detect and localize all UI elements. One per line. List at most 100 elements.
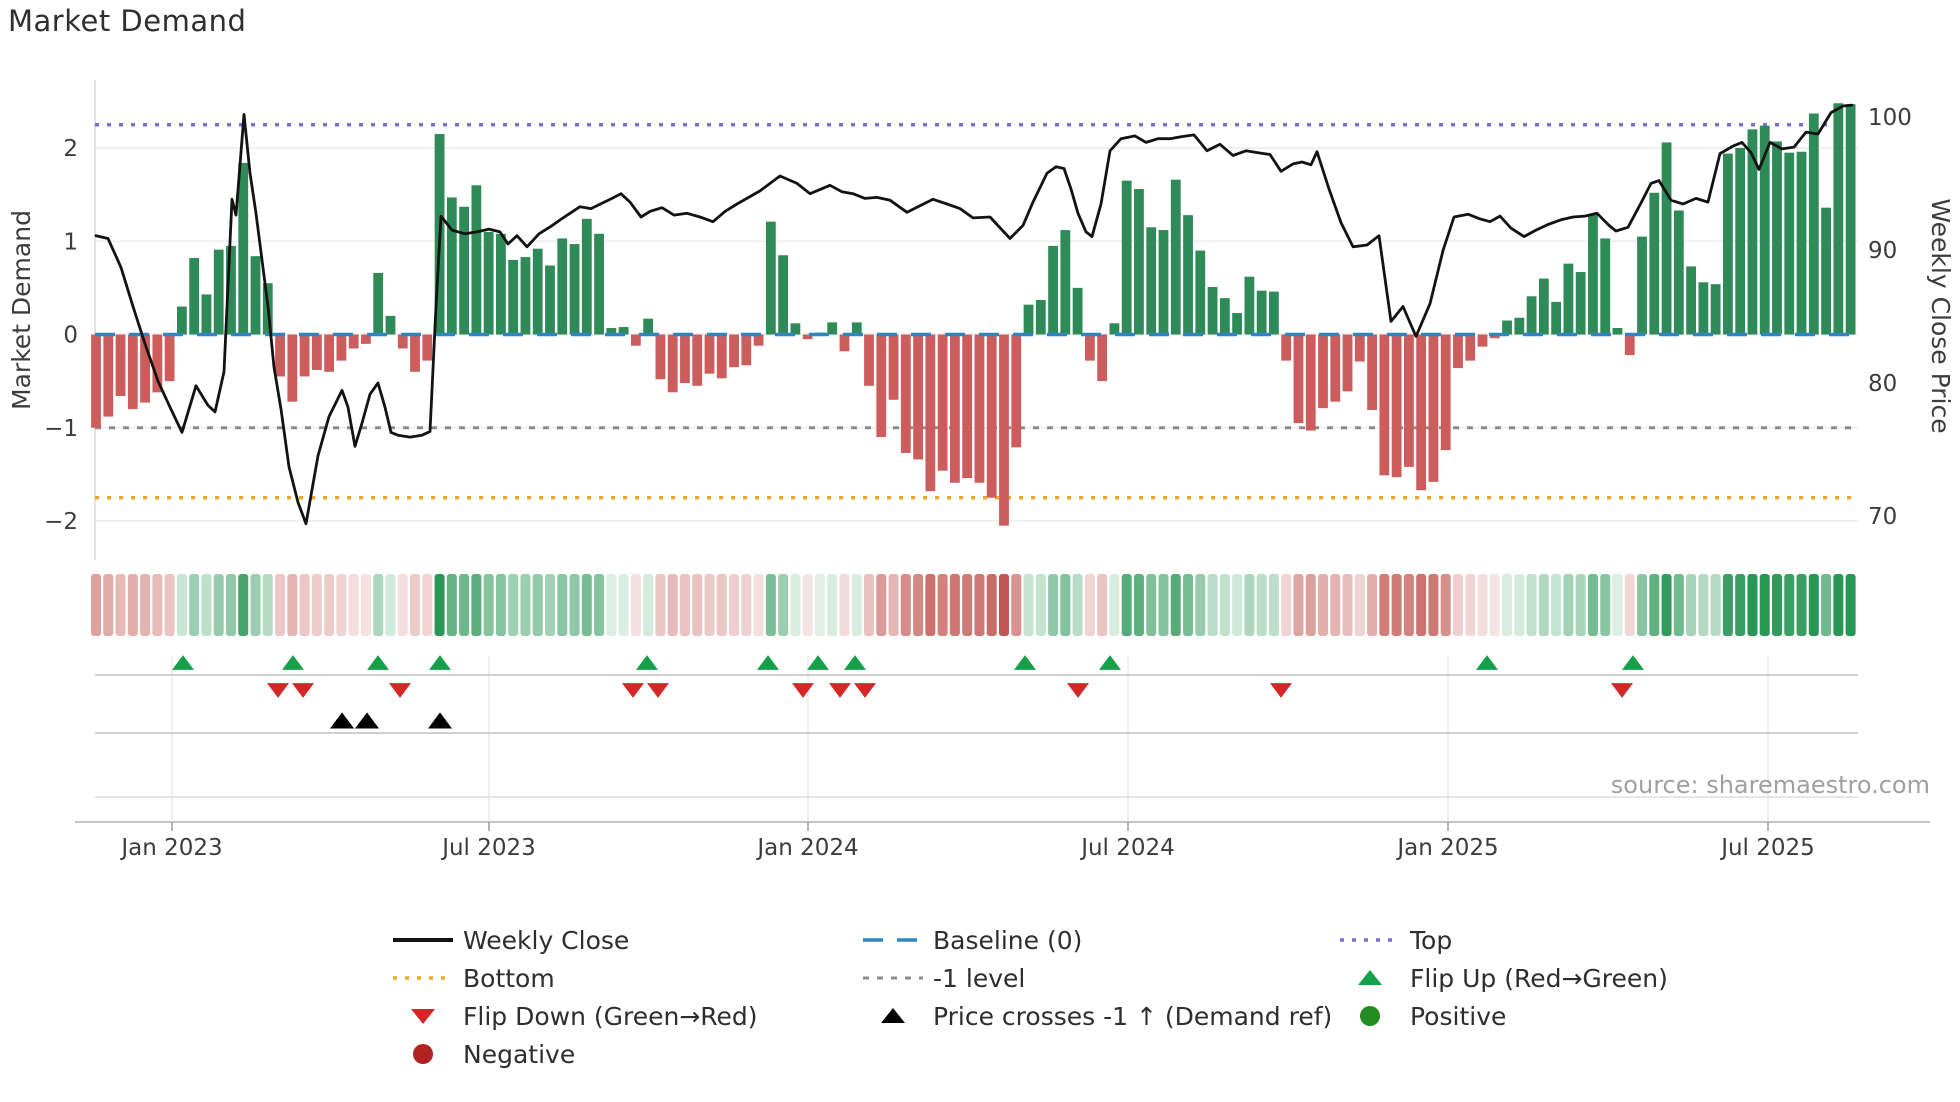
demand-bar bbox=[643, 318, 654, 335]
demand-bar bbox=[1453, 334, 1463, 369]
demand-bar bbox=[999, 334, 1009, 526]
tick-label: Jul 2023 bbox=[440, 835, 536, 861]
heatmap-cell bbox=[176, 574, 187, 636]
demand-bar bbox=[373, 272, 384, 335]
demand-bar bbox=[1391, 334, 1402, 478]
flip-down-marker bbox=[1611, 683, 1633, 698]
demand-bar bbox=[1256, 290, 1267, 335]
heatmap-cell bbox=[790, 574, 801, 636]
price-cross-marker bbox=[428, 712, 452, 729]
flip-down-marker bbox=[292, 683, 314, 698]
demand-bar bbox=[1833, 103, 1844, 335]
heatmap-cell bbox=[422, 574, 433, 636]
heatmap-cell bbox=[1489, 574, 1500, 636]
heatmap-cell bbox=[1023, 574, 1034, 636]
demand-bar bbox=[459, 206, 469, 335]
demand-bar bbox=[446, 197, 457, 335]
demand-bar bbox=[1318, 334, 1328, 409]
demand-bar bbox=[1710, 284, 1721, 335]
heatmap-cell bbox=[594, 574, 605, 636]
heatmap-cell bbox=[1072, 574, 1083, 636]
legend-swatch-triangle bbox=[411, 1009, 435, 1024]
tick-label: 80 bbox=[1868, 371, 1897, 397]
demand-bar bbox=[569, 244, 580, 335]
heatmap-cell bbox=[311, 574, 322, 636]
demand-bar bbox=[213, 249, 224, 335]
heatmap-cell bbox=[1452, 574, 1463, 636]
demand-bar bbox=[1477, 334, 1488, 347]
legend-label: -1 level bbox=[933, 964, 1025, 993]
heatmap-cell bbox=[1587, 574, 1598, 636]
demand-bars bbox=[91, 103, 1856, 526]
heatmap-cell bbox=[1097, 574, 1108, 636]
demand-bar bbox=[1600, 238, 1611, 335]
demand-bar bbox=[336, 334, 347, 361]
demand-bar bbox=[594, 233, 604, 335]
demand-bar bbox=[1686, 266, 1696, 335]
heatmap-cell bbox=[925, 574, 936, 636]
heatmap-cell bbox=[1256, 574, 1267, 636]
heatmap-cell bbox=[262, 574, 273, 636]
flip-down-marker bbox=[1270, 683, 1292, 698]
heatmap-cell bbox=[876, 574, 887, 636]
heatmap-cell bbox=[299, 574, 310, 636]
demand-bar bbox=[520, 257, 531, 335]
heatmap-cell bbox=[115, 574, 126, 636]
heatmap-cell bbox=[1771, 574, 1782, 636]
demand-bar bbox=[1342, 334, 1353, 392]
demand-bar bbox=[680, 334, 690, 383]
heatmap-cell bbox=[1538, 574, 1549, 636]
demand-bar bbox=[1588, 214, 1598, 335]
heatmap-cell bbox=[1268, 574, 1279, 636]
demand-bar bbox=[1281, 334, 1292, 361]
heatmap-cell bbox=[1710, 574, 1721, 636]
demand-bar bbox=[1060, 230, 1071, 335]
demand-bar bbox=[397, 334, 408, 349]
heatmap-cell bbox=[1698, 574, 1709, 636]
flip-down-marker bbox=[647, 683, 669, 698]
heatmap-cell bbox=[495, 574, 506, 636]
demand-bar bbox=[851, 322, 862, 335]
heatmap-cell bbox=[152, 574, 163, 636]
heatmap-cell bbox=[655, 574, 666, 636]
heatmap-cell bbox=[140, 574, 151, 636]
demand-bar bbox=[1821, 207, 1831, 335]
heatmap-cell bbox=[483, 574, 494, 636]
heatmap-cell bbox=[864, 574, 875, 636]
demand-bar bbox=[201, 294, 212, 335]
flip-up-marker bbox=[1476, 655, 1498, 670]
heatmap-cell bbox=[741, 574, 752, 636]
legend-label: Bottom bbox=[463, 964, 555, 993]
heatmap-cell bbox=[839, 574, 850, 636]
heatmap-cell bbox=[1109, 574, 1120, 636]
heatmap-cell bbox=[1612, 574, 1623, 636]
heatmap-cell bbox=[1600, 574, 1611, 636]
chart-title: Market Demand bbox=[8, 4, 247, 38]
demand-bar bbox=[1489, 334, 1500, 339]
demand-bar bbox=[324, 334, 335, 372]
heatmap-cell bbox=[1563, 574, 1574, 636]
demand-bar bbox=[925, 334, 936, 492]
demand-bar bbox=[1772, 141, 1782, 335]
heatmap-cell bbox=[1649, 574, 1660, 636]
demand-bar bbox=[986, 334, 997, 498]
heatmap-cell bbox=[1759, 574, 1770, 636]
heatmap-cell bbox=[91, 574, 101, 636]
demand-bar bbox=[655, 334, 666, 380]
tick-label: Jan 2025 bbox=[1395, 835, 1498, 861]
demand-bar bbox=[1023, 304, 1034, 335]
demand-bar bbox=[471, 185, 482, 335]
demand-bar bbox=[1330, 334, 1341, 402]
flip-up-marker bbox=[844, 655, 866, 670]
demand-bar bbox=[238, 162, 249, 335]
heatmap-cell bbox=[250, 574, 261, 636]
heatmap-cell bbox=[508, 574, 519, 636]
heatmap-cell bbox=[814, 574, 825, 636]
demand-bar bbox=[1440, 334, 1451, 451]
heatmap-cell bbox=[1207, 574, 1218, 636]
demand-bar bbox=[667, 334, 678, 393]
heatmap-cell bbox=[949, 574, 960, 636]
flip-up-marker bbox=[1622, 655, 1644, 670]
